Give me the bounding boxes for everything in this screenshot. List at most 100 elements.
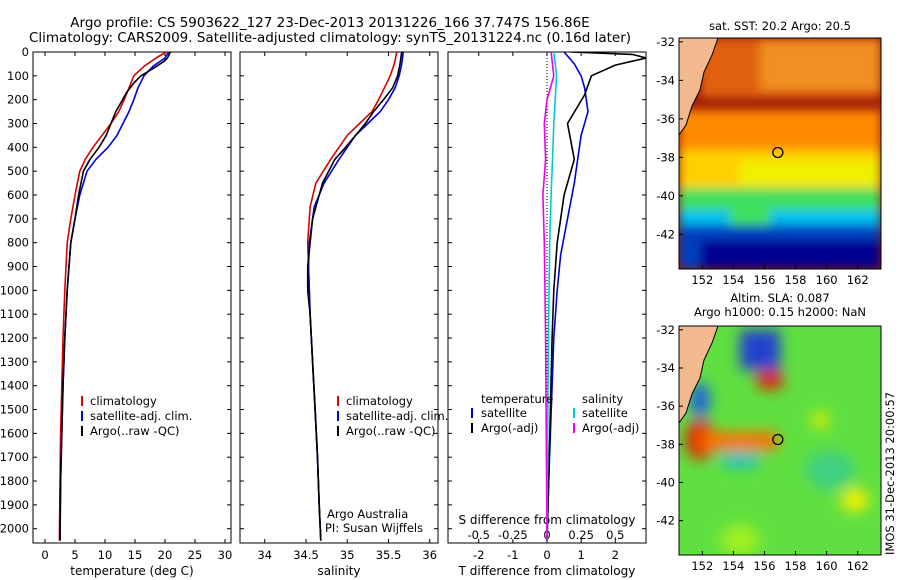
x-top-tick-label: -0.25 [498, 528, 528, 542]
x-tick-label: 34.5 [293, 548, 319, 562]
temperature-profile-panel: 0 5 10 15 20 25 300100200300400500600700800900… [0, 45, 232, 578]
sla-map-frame [678, 325, 882, 556]
sla-map: 152 154 156 158 160 162 -32 -34 -36 -38 -40 -42 [656, 323, 882, 573]
x-tick-label: 0 [543, 548, 550, 562]
y-tick-label: 800 [7, 236, 29, 250]
x-top-tick-label: -0.5 [467, 528, 489, 542]
x-tick-label: 2 [612, 548, 619, 562]
x-tick-label: 36 [422, 548, 437, 562]
x-axis-label: temperature (deg C) [70, 564, 193, 578]
legend-satellite: satellite-adj. clim. [90, 409, 192, 423]
map-y-tick-label: -42 [656, 514, 675, 528]
x-tick-label: -2 [473, 548, 484, 562]
x-tick-label: 35 [340, 548, 355, 562]
sst-map-ticks: 152 154 156 158 160 162 -32 -34 -36 -38 -40 -42 [656, 35, 868, 287]
map-x-tick-label: 160 [816, 559, 838, 573]
y-tick-label: 1300 [0, 355, 29, 369]
series-line-3 [546, 52, 558, 541]
x-tick-label: 5 [71, 548, 78, 562]
map-x-tick-label: 154 [722, 559, 744, 573]
sst-map-title: sat. SST: 20.2 Argo: 20.5 [709, 19, 851, 33]
map-y-tick-label: -34 [656, 73, 675, 87]
legend-temp-satellite: satellite [481, 406, 527, 420]
legend-climatology: climatology [346, 394, 413, 408]
sst-map-frame [678, 37, 882, 270]
series-line-3 [59, 52, 172, 541]
legend-argo: Argo(..raw -QC) [90, 424, 180, 438]
x-tick-label: 10 [98, 548, 113, 562]
legend-temp-argo: Argo(-adj) [481, 421, 538, 435]
timestamp-footer: IMOS 31-Dec-2013 20:00:57 [883, 392, 897, 555]
series-group [58, 52, 172, 541]
map-y-tick-label: -40 [656, 475, 675, 489]
plot-frame [239, 51, 439, 544]
legend-sal-satellite: satellite [582, 406, 628, 420]
map-y-tick-label: -36 [656, 112, 675, 126]
y-tick-label: 100 [7, 69, 29, 83]
sla-argo-location-marker [772, 433, 784, 446]
y-tick-label: 1600 [0, 426, 29, 440]
series-line-2 [546, 52, 646, 541]
x-top-tick-label: 0.25 [568, 528, 594, 542]
x-tick-label: 15 [128, 548, 143, 562]
y-tick-label: 1500 [0, 403, 29, 417]
legend-sal-argo: Argo(-adj) [582, 421, 639, 435]
series-line-1 [546, 52, 589, 541]
series-group [306, 52, 405, 541]
map-x-tick-label: 162 [847, 273, 869, 287]
x-tick-label: -1 [507, 548, 518, 562]
map-y-tick-label: -32 [656, 35, 675, 49]
map-y-tick-label: -36 [656, 399, 675, 413]
series-group [542, 52, 646, 541]
y-tick-label: 500 [7, 164, 29, 178]
difference-profile-panel: -2 -1 0 1 2-0.5 -0.25 0 0.25 0.5S difference fro… [447, 51, 647, 578]
map-y-tick-label: -38 [656, 437, 675, 451]
x-tick-label: 25 [188, 548, 203, 562]
salinity-legend: climatology satellite-adj. clim. Argo(..… [337, 394, 448, 438]
y-tick-label: 900 [7, 260, 29, 274]
map-y-tick-label: -42 [656, 227, 675, 241]
credit-line2: PI: Susan Wijffels [325, 521, 423, 535]
map-y-tick-label: -34 [656, 361, 675, 375]
y-tick-label: 1100 [0, 307, 29, 321]
y-tick-label: 200 [7, 93, 29, 107]
y-tick-label: 400 [7, 140, 29, 154]
legend-temperature-heading: temperature [481, 392, 553, 406]
plot-frame [32, 51, 232, 544]
legend-salinity-heading: salinity [582, 392, 623, 406]
x-axis-label: T difference from climatology [458, 564, 636, 578]
legend-satellite: satellite-adj. clim. [346, 409, 448, 423]
x-tick-label: 30 [218, 548, 233, 562]
x-tick-label: 34 [257, 548, 272, 562]
y-tick-label: 1200 [0, 331, 29, 345]
salinity-profile-panel: 34 34.5 35 35.5 36 salinity [239, 51, 439, 578]
figure-title-line1: Argo profile: CS 5903622_127 23-Dec-2013… [70, 15, 590, 31]
map-y-tick-label: -32 [656, 323, 675, 337]
map-x-tick-label: 152 [691, 559, 713, 573]
map-x-tick-label: 158 [785, 273, 807, 287]
map-x-tick-label: 158 [785, 559, 807, 573]
difference-legend: temperature salinity satellite Argo(-adj… [471, 392, 639, 435]
series-line-4 [542, 52, 555, 541]
x-tick-label: 0 [41, 548, 48, 562]
sla-map-title-line1: Altim. SLA: 0.087 [730, 291, 829, 305]
sst-argo-location-marker [772, 146, 784, 159]
y-tick-label: 1800 [0, 474, 29, 488]
credit-line1: Argo Australia [327, 507, 408, 521]
map-x-tick-label: 156 [753, 559, 775, 573]
x-tick-label: 35.5 [376, 548, 402, 562]
y-tick-label: 700 [7, 212, 29, 226]
y-tick-label: 300 [7, 117, 29, 131]
map-x-tick-label: 154 [722, 273, 744, 287]
series-line-3 [306, 52, 403, 541]
map-x-tick-label: 156 [753, 273, 775, 287]
map-x-tick-label: 160 [816, 273, 838, 287]
map-y-tick-label: -38 [656, 150, 675, 164]
map-x-tick-label: 162 [847, 559, 869, 573]
figure-title-line2: Climatology: CARS2009. Satellite-adjuste… [28, 30, 632, 46]
y-tick-label: 600 [7, 188, 29, 202]
legend-climatology: climatology [90, 394, 157, 408]
y-tick-label: 1000 [0, 283, 29, 297]
x-axis-label: salinity [317, 564, 360, 578]
